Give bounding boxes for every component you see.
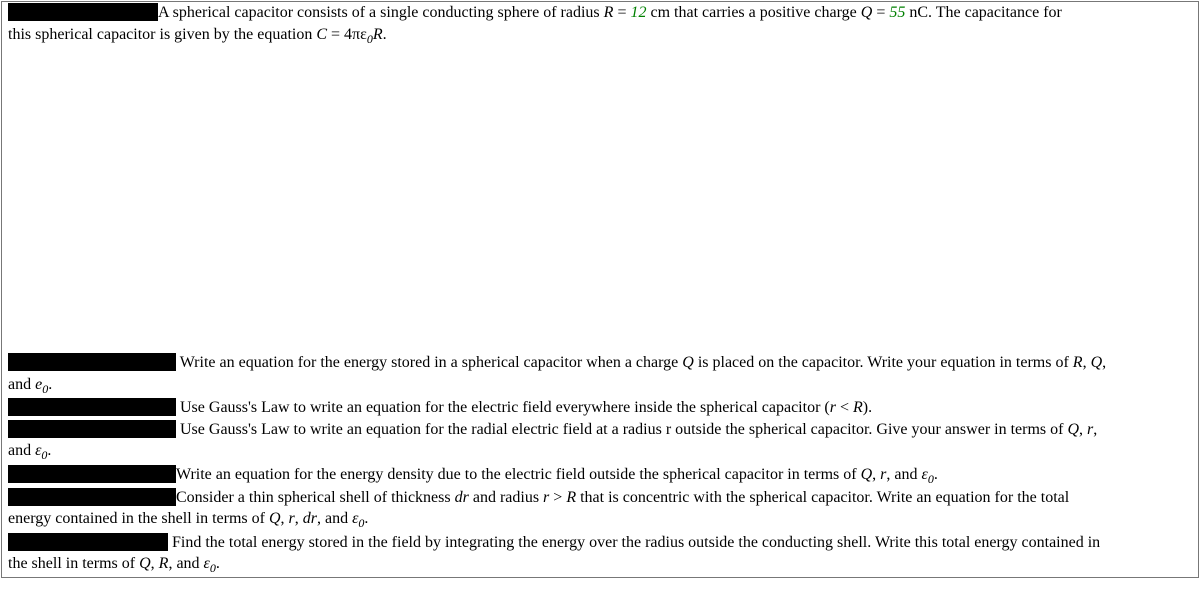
q6-c1: , xyxy=(151,555,159,572)
intro-text-3: nC. The capacitance for xyxy=(905,4,1062,21)
intro-text-2: cm that carries a positive charge xyxy=(646,4,860,21)
q3-text-a: Use Gauss's Law to write an equation for… xyxy=(176,421,1067,438)
q2-lt: < xyxy=(836,399,853,416)
q2-text-b: ). xyxy=(863,399,872,416)
q1-c2: , xyxy=(1102,354,1106,371)
value-R: 12 xyxy=(630,4,646,21)
q5-c2: , xyxy=(295,510,303,527)
redaction-box xyxy=(8,3,158,21)
blank-space xyxy=(2,47,1198,352)
q5-dr2: dr xyxy=(303,510,317,527)
q3-c1: , xyxy=(1079,421,1087,438)
var-R: R xyxy=(604,4,614,21)
q5-text-c: that is concentric with the spherical ca… xyxy=(576,489,1069,506)
q6-c2: , and xyxy=(168,555,203,572)
q1-and: and xyxy=(8,376,35,393)
q5-R: R xyxy=(566,489,576,506)
q3-dot: . xyxy=(47,442,51,459)
q1-c1: , xyxy=(1083,354,1091,371)
dot-1: . xyxy=(383,26,387,43)
problem-intro: A spherical capacitor consists of a sing… xyxy=(2,2,1198,24)
redaction-box xyxy=(8,420,176,438)
q5-and: energy contained in the shell in terms o… xyxy=(8,510,269,527)
q4-c1: , xyxy=(872,466,880,483)
question-2: Use Gauss's Law to write an equation for… xyxy=(2,397,1198,419)
eq-sign-3: = 4πε xyxy=(327,26,367,43)
q4-Q: Q xyxy=(861,466,873,483)
question-3-line2: and ε0. xyxy=(2,440,1198,463)
q5-text-b: and radius xyxy=(469,489,543,506)
question-1: Write an equation for the energy stored … xyxy=(2,352,1198,374)
q6-dot: . xyxy=(216,555,220,572)
q1-Q: Q xyxy=(682,354,694,371)
intro-text-4: this spherical capacitor is given by the… xyxy=(8,26,316,43)
var-R2: R xyxy=(373,26,383,43)
q4-dot: . xyxy=(934,466,938,483)
var-C: C xyxy=(316,26,327,43)
q5-dot: . xyxy=(364,510,368,527)
question-6-line2: the shell in terms of Q, R, and ε0. xyxy=(2,553,1198,576)
problem-intro-line2: this spherical capacitor is given by the… xyxy=(2,24,1198,47)
q6-Q: Q xyxy=(139,555,151,572)
question-1-line2: and e0. xyxy=(2,374,1198,397)
q3-and: and xyxy=(8,442,35,459)
q1-R: R xyxy=(1073,354,1083,371)
question-5: Consider a thin spherical shell of thick… xyxy=(2,487,1198,509)
redaction-box xyxy=(8,398,176,416)
q1-text-a: Write an equation for the energy stored … xyxy=(176,354,682,371)
q3-c2: , xyxy=(1093,421,1097,438)
q4-text-a: Write an equation for the energy density… xyxy=(176,466,861,483)
q6-and: the shell in terms of xyxy=(8,555,139,572)
q6-text-a: Find the total energy stored in the fiel… xyxy=(168,534,1100,551)
q5-dr: dr xyxy=(455,489,469,506)
var-Q: Q xyxy=(861,4,873,21)
eq-sign-2: = xyxy=(872,4,889,21)
redaction-box xyxy=(8,488,176,506)
q5-gt: > xyxy=(549,489,566,506)
eq-sign-1: = xyxy=(613,4,630,21)
q5-Q: Q xyxy=(269,510,281,527)
question-5-line2: energy contained in the shell in terms o… xyxy=(2,508,1198,531)
question-4: Write an equation for the energy density… xyxy=(2,464,1198,487)
q2-R: R xyxy=(853,399,863,416)
q4-c2: , and xyxy=(886,466,921,483)
q5-c1: , xyxy=(281,510,289,527)
value-Q: 55 xyxy=(889,4,905,21)
question-3: Use Gauss's Law to write an equation for… xyxy=(2,419,1198,441)
redaction-box xyxy=(8,353,176,371)
q6-R: R xyxy=(159,555,169,572)
q5-c3: , and xyxy=(317,510,352,527)
q5-text-a: Consider a thin spherical shell of thick… xyxy=(176,489,455,506)
question-6: Find the total energy stored in the fiel… xyxy=(2,532,1198,554)
q3-Q: Q xyxy=(1067,421,1079,438)
problem-page: A spherical capacitor consists of a sing… xyxy=(1,1,1199,578)
redaction-box xyxy=(8,533,168,551)
intro-text-1: A spherical capacitor consists of a sing… xyxy=(158,4,604,21)
q1-text-b: is placed on the capacitor. Write your e… xyxy=(694,354,1073,371)
q1-Q2: Q xyxy=(1091,354,1103,371)
q2-text-a: Use Gauss's Law to write an equation for… xyxy=(176,399,830,416)
redaction-box xyxy=(8,465,176,483)
q1-dot: . xyxy=(48,376,52,393)
